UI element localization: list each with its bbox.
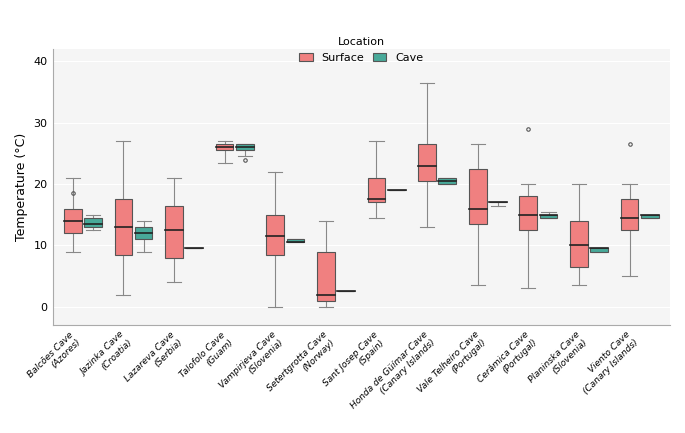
Bar [135, 227, 153, 239]
Bar [114, 200, 132, 255]
Bar [266, 215, 284, 255]
Bar [621, 200, 638, 230]
Bar [641, 215, 658, 218]
Bar [590, 249, 608, 252]
Bar [216, 144, 234, 150]
Legend: Surface, Cave: Surface, Cave [295, 32, 428, 67]
Bar [419, 144, 436, 181]
Bar [540, 215, 558, 218]
Bar [286, 239, 304, 242]
Bar [368, 178, 385, 203]
Bar [570, 221, 588, 267]
Bar [519, 196, 537, 230]
Bar [236, 144, 253, 150]
Bar [64, 209, 82, 233]
Bar [438, 178, 456, 184]
Bar [469, 169, 486, 224]
Y-axis label: Temperature (°C): Temperature (°C) [15, 133, 28, 241]
Bar [317, 252, 335, 301]
Bar [165, 206, 183, 258]
Bar [84, 218, 102, 227]
